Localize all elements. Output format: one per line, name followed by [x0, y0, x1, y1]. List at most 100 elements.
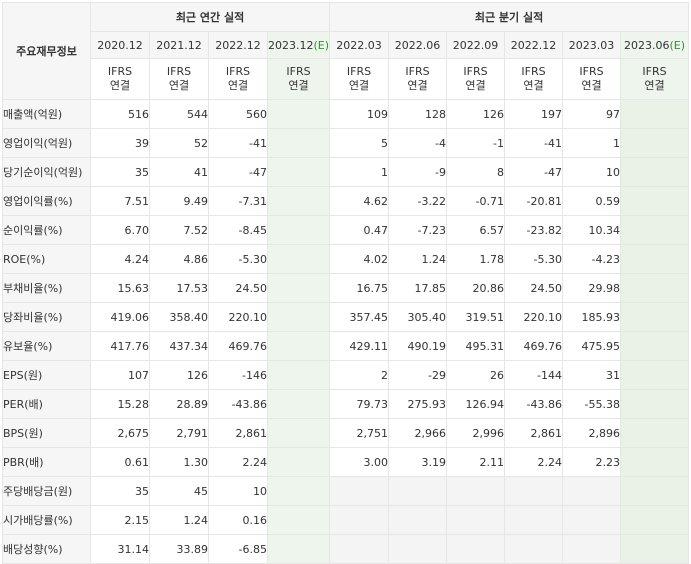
annual-value-cell: 4.86	[149, 244, 209, 274]
quarter-value-cell	[620, 128, 690, 158]
quarter-value-cell: 220.10	[504, 302, 564, 332]
quarter-value-cell	[620, 244, 690, 274]
standard-line-consolidated: 연결	[407, 79, 428, 92]
row-label: 시가배당률(%)	[2, 505, 91, 535]
quarter-value-cell	[388, 534, 448, 564]
quarter-value-cell	[620, 476, 690, 506]
annual-value-cell	[266, 534, 331, 564]
quarter-value-cell: -43.86	[504, 389, 564, 419]
quarter-value-cell	[620, 302, 690, 332]
quarter-value-cell: 495.31	[446, 331, 506, 361]
annual-value-cell: 358.40	[149, 302, 209, 332]
standard-line-consolidated: 연결	[644, 79, 665, 92]
annual-value-cell: 35	[90, 157, 150, 187]
quarter-value-cell: 4.62	[329, 186, 390, 216]
quarter-value-cell: 0.47	[329, 215, 390, 245]
annual-value-cell: 7.52	[149, 215, 209, 245]
quarter-value-cell	[562, 476, 622, 506]
quarter-value-cell: 3.00	[329, 447, 390, 477]
annual-value-cell	[266, 186, 331, 216]
quarter-value-cell	[620, 534, 690, 564]
standard-line-ifrs: IFRS	[166, 65, 192, 78]
quarter-value-cell: -47	[504, 157, 564, 187]
annual-value-cell: 1.30	[149, 447, 209, 477]
accounting-standard-label: IFRS 연결	[329, 58, 390, 100]
annual-value-cell: 220.10	[208, 302, 268, 332]
quarter-value-cell: 31	[562, 360, 622, 390]
quarter-value-cell	[620, 99, 690, 129]
quarter-value-cell: 5	[329, 128, 390, 158]
annual-value-cell: 560	[208, 99, 268, 129]
corner-header: 주요재무정보	[2, 2, 91, 100]
quarter-value-cell	[388, 476, 448, 506]
annual-value-cell	[266, 505, 331, 535]
quarter-value-cell	[329, 476, 390, 506]
row-label: EPS(원)	[2, 360, 91, 390]
annual-value-cell: 516	[90, 99, 150, 129]
quarter-value-cell: 2,896	[562, 418, 622, 448]
row-label: 부채비율(%)	[2, 273, 91, 303]
annual-value-cell: 35	[90, 476, 150, 506]
quarter-value-cell	[446, 476, 506, 506]
annual-value-cell: 2,791	[149, 418, 209, 448]
annual-value-cell: 28.89	[149, 389, 209, 419]
quarter-value-cell	[504, 476, 564, 506]
table-row: BPS(원) 2,675 2,791 2,861 2,751 2,966 2,996 2,86…	[2, 418, 690, 448]
annual-value-cell: 52	[149, 128, 209, 158]
row-label: 매출액(억원)	[2, 99, 91, 129]
annual-value-cell	[266, 389, 331, 419]
annual-value-cell: 417.76	[90, 331, 150, 361]
quarter-value-cell	[504, 534, 564, 564]
quarter-value-cell: 126	[446, 99, 506, 129]
quarter-value-cell: -55.38	[562, 389, 622, 419]
standard-line-consolidated: 연결	[523, 79, 544, 92]
standard-line-consolidated: 연결	[348, 79, 370, 92]
annual-value-cell: 17.53	[149, 273, 209, 303]
quarter-value-cell: 2,996	[446, 418, 506, 448]
quarter-value-cell: 109	[329, 99, 390, 129]
quarter-period-0: 2022.03	[329, 31, 390, 59]
annual-value-cell: 45	[149, 476, 209, 506]
quarter-value-cell	[620, 273, 690, 303]
quarter-value-cell: 10.34	[562, 215, 622, 245]
row-label: 주당배당금(원)	[2, 476, 91, 506]
quarter-period-4: 2023.03	[562, 31, 622, 59]
table-row: 배당성향(%) 31.14 33.89 -6.85	[2, 534, 690, 564]
quarter-value-cell: 475.95	[562, 331, 622, 361]
quarter-period-5: 2023.06(E)	[620, 31, 690, 59]
quarter-value-cell: -1	[446, 128, 506, 158]
annual-value-cell	[266, 128, 331, 158]
annual-value-cell: 0.61	[90, 447, 150, 477]
standard-line-consolidated: 연결	[288, 79, 309, 92]
estimate-marker: (E)	[669, 38, 686, 52]
annual-value-cell	[266, 418, 331, 448]
annual-value-cell: 544	[149, 99, 209, 129]
quarter-value-cell: 305.40	[388, 302, 448, 332]
quarter-value-cell: -9	[388, 157, 448, 187]
quarter-value-cell	[329, 534, 390, 564]
standard-line-ifrs: IFRS	[346, 65, 372, 78]
quarter-value-cell: 429.11	[329, 331, 390, 361]
quarter-value-cell: -4.23	[562, 244, 622, 274]
annual-value-cell: 41	[149, 157, 209, 187]
quarter-value-cell: 2.11	[446, 447, 506, 477]
quarter-value-cell: 128	[388, 99, 448, 129]
quarter-value-cell: 16.75	[329, 273, 390, 303]
quarter-value-cell: -29	[388, 360, 448, 390]
quarter-value-cell: 10	[562, 157, 622, 187]
standard-line-consolidated: 연결	[109, 79, 131, 92]
quarter-value-cell: 79.73	[329, 389, 390, 419]
table-row: 매출액(억원) 516 544 560 109 128 126 197 97	[2, 99, 690, 129]
quarter-value-cell: 6.57	[446, 215, 506, 245]
quarter-value-cell: -4	[388, 128, 448, 158]
accounting-standard-label: IFRS 연결	[504, 58, 564, 100]
quarter-value-cell	[620, 389, 690, 419]
quarter-value-cell	[562, 534, 622, 564]
annual-period-2: 2022.12	[208, 31, 268, 59]
annual-value-cell	[266, 99, 331, 129]
quarter-value-cell: -3.22	[388, 186, 448, 216]
table-row: 유보율(%) 417.76 437.34 469.76 429.11 490.19 495.…	[2, 331, 690, 361]
quarter-value-cell	[329, 505, 390, 535]
annual-value-cell	[266, 157, 331, 187]
annual-value-cell: 2.15	[90, 505, 150, 535]
